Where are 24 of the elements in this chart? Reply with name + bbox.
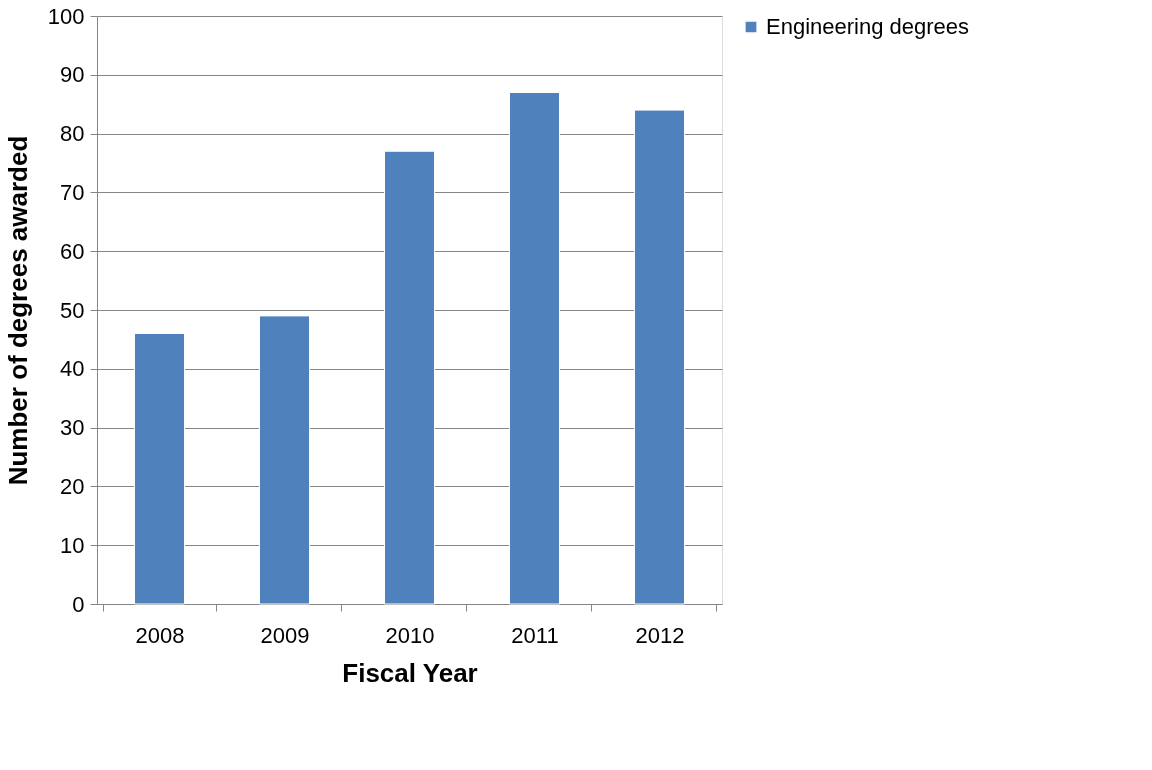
y-tick-label: 50 <box>60 297 85 323</box>
x-tick-label: 2011 <box>511 622 559 648</box>
y-tick-label: 60 <box>60 238 85 264</box>
y-tick-label: 30 <box>60 415 85 441</box>
x-tick-label: 2008 <box>135 622 185 648</box>
bar <box>134 333 185 605</box>
y-tick-label: 70 <box>60 179 85 205</box>
legend-label: Engineering degrees <box>766 14 970 39</box>
y-tick-label: 90 <box>60 62 85 88</box>
x-tick-label: 2010 <box>385 622 435 648</box>
bar <box>259 315 310 605</box>
x-axis-title: Fiscal Year <box>342 657 478 688</box>
x-tick-label: 2009 <box>260 622 310 648</box>
y-tick-label: 20 <box>60 473 85 499</box>
x-tick-label: 2012 <box>635 622 685 648</box>
bar <box>634 109 685 605</box>
y-tick-label: 40 <box>60 356 85 382</box>
y-tick-label: 80 <box>60 121 85 147</box>
y-tick-label: 0 <box>72 591 85 617</box>
y-axis-title: Number of degrees awarded <box>2 135 33 486</box>
bar <box>509 91 560 605</box>
bar <box>384 150 435 605</box>
y-tick-label: 10 <box>60 532 85 558</box>
y-tick-label: 100 <box>47 3 85 29</box>
